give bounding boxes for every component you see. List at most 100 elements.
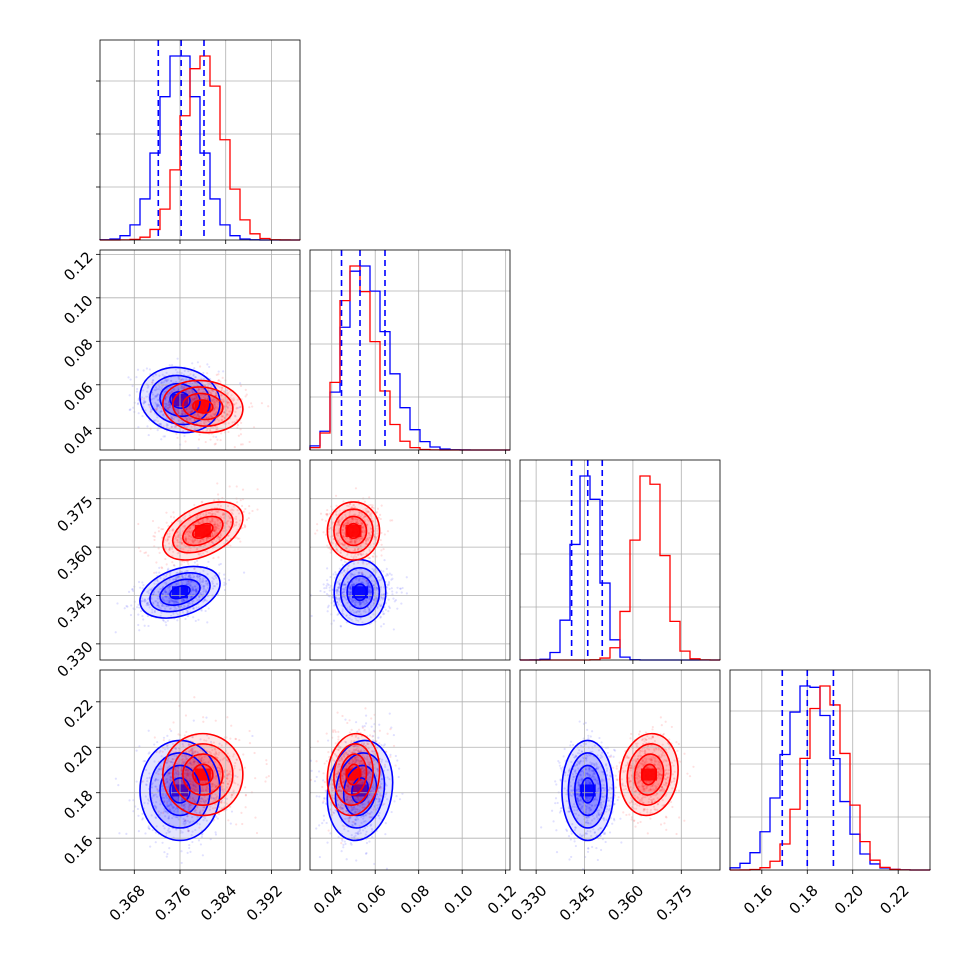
scatter-point	[350, 584, 353, 587]
scatter-point	[391, 590, 394, 593]
scatter-point	[337, 598, 340, 601]
scatter-point	[336, 613, 339, 616]
scatter-point	[359, 602, 362, 605]
scatter-point	[358, 610, 361, 614]
scatter-point	[218, 563, 221, 566]
scatter-point	[369, 609, 372, 612]
scatter-point	[204, 788, 208, 792]
scatter-point	[181, 582, 184, 585]
scatter-point	[386, 573, 389, 576]
scatter-point	[166, 747, 169, 750]
scatter-point	[193, 367, 196, 370]
scatter-point	[203, 800, 206, 804]
scatter-point	[144, 599, 147, 602]
scatter-point	[183, 425, 186, 428]
scatter-point	[211, 576, 214, 579]
scatter-point	[560, 806, 563, 810]
scatter-point	[206, 398, 209, 401]
scatter-point	[169, 775, 172, 779]
scatter-point	[192, 606, 195, 609]
scatter-point	[380, 596, 383, 599]
scatter-point	[202, 585, 205, 588]
scatter-point	[182, 373, 185, 376]
scatter-point	[153, 743, 156, 746]
scatter-point	[160, 528, 163, 531]
scatter-point	[169, 776, 172, 780]
scatter-point	[358, 571, 361, 574]
scatter-point	[387, 580, 391, 584]
scatter-point	[198, 595, 201, 598]
scatter-point	[337, 582, 341, 586]
scatter-point	[368, 575, 371, 579]
scatter-point	[162, 414, 165, 417]
scatter-point	[163, 581, 166, 584]
scatter-point	[386, 583, 389, 586]
scatter-point	[186, 569, 189, 573]
scatter-point	[162, 585, 165, 589]
scatter-point	[343, 587, 347, 590]
scatter-point	[331, 588, 334, 591]
scatter-point	[353, 599, 356, 602]
scatter-point	[165, 596, 168, 599]
scatter-point	[219, 438, 222, 442]
scatter-point	[154, 831, 157, 834]
scatter-point	[166, 599, 169, 602]
scatter-point	[204, 440, 207, 444]
scatter-point	[183, 823, 186, 826]
scatter-point	[322, 819, 326, 822]
scatter-point	[202, 377, 205, 381]
scatter-point	[177, 602, 180, 605]
scatter-point	[189, 575, 192, 578]
scatter-point	[182, 599, 186, 602]
scatter-point	[156, 403, 159, 406]
scatter-point	[154, 386, 158, 389]
scatter-point	[395, 591, 398, 594]
scatter-point	[363, 602, 366, 605]
scatter-point	[205, 590, 208, 593]
scatter-point	[141, 812, 144, 815]
scatter-point	[166, 592, 169, 595]
scatter-point	[384, 822, 387, 825]
scatter-point	[181, 412, 184, 415]
scatter-point	[251, 405, 254, 408]
scatter-point	[400, 591, 403, 594]
scatter-point	[229, 822, 232, 825]
scatter-point	[370, 579, 373, 583]
scatter-point	[325, 593, 329, 596]
scatter-point	[181, 575, 184, 578]
scatter-point	[155, 394, 159, 397]
scatter-point	[349, 588, 352, 591]
scatter-point	[165, 417, 168, 420]
scatter-point	[228, 578, 231, 582]
scatter-point	[369, 604, 372, 607]
scatter-point	[382, 613, 385, 616]
scatter-point	[368, 588, 371, 591]
scatter-point	[367, 581, 370, 584]
scatter-point	[163, 599, 166, 603]
scatter-point	[367, 591, 370, 594]
scatter-point	[343, 569, 346, 572]
scatter-point	[223, 577, 226, 580]
scatter-point	[147, 395, 150, 398]
scatter-point	[590, 730, 594, 733]
scatter-point	[304, 825, 306, 827]
scatter-point	[181, 606, 184, 610]
scatter-point	[197, 587, 200, 590]
scatter-point	[211, 582, 214, 585]
scatter-point	[186, 819, 189, 822]
scatter-point	[177, 576, 180, 579]
scatter-point	[141, 817, 145, 820]
scatter-point	[147, 624, 150, 628]
scatter-point	[137, 398, 140, 402]
scatter-point	[313, 780, 317, 783]
scatter-point	[349, 586, 352, 589]
scatter-point	[354, 601, 357, 604]
scatter-point	[558, 761, 561, 764]
scatter-point	[192, 719, 195, 722]
scatter-point	[559, 778, 562, 781]
scatter-point	[399, 587, 402, 590]
scatter-point	[391, 593, 394, 596]
scatter-point	[353, 573, 356, 576]
scatter-point	[199, 578, 202, 581]
scatter-point	[346, 577, 349, 580]
